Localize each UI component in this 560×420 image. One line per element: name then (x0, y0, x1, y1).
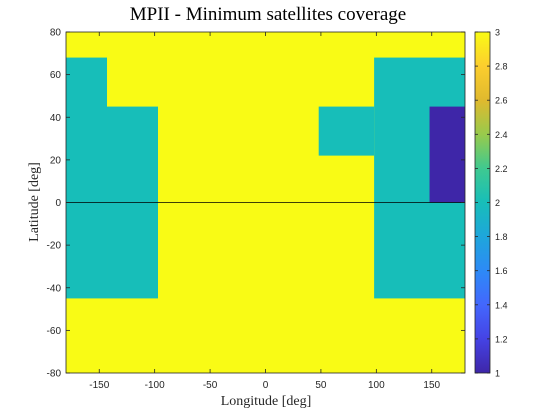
colorbar-tick-label: 2.4 (495, 130, 508, 140)
y-tick-label: -40 (47, 283, 62, 294)
x-tick-label: -150 (89, 380, 109, 391)
plot-area: -150 -100 -50 0 50 100 150 -80 -60 -40 -20 0 20 40 60… (47, 28, 466, 391)
colorbar-tick-label: 1.8 (495, 232, 508, 242)
colorbar-tick-label: 1.2 (495, 334, 508, 344)
y-tick-label: 20 (50, 155, 62, 166)
x-tick-label: 150 (423, 380, 440, 391)
colorbar: 1 1.2 1.4 1.6 1.8 2 2.2 2.4 2.6 2.8 3 (474, 28, 508, 379)
colorbar-tick-label: 2.2 (495, 164, 508, 174)
x-tick-label: 0 (263, 380, 269, 391)
colorbar-tick-label: 2 (495, 198, 500, 208)
x-tick-label: 50 (315, 380, 327, 391)
y-axis-ticks: -80 -60 -40 -20 0 20 40 60 80 (47, 28, 465, 380)
y-tick-label: 40 (50, 113, 62, 124)
colorbar-tick-label: 1.4 (495, 300, 508, 310)
coverage-region-4 (429, 106, 465, 203)
y-tick-label: -20 (47, 241, 62, 252)
colorbar-tick-label: 1 (495, 369, 500, 379)
x-tick-label: 100 (368, 380, 385, 391)
coverage-region-2 (318, 106, 375, 156)
x-tick-label: -50 (203, 380, 218, 391)
y-tick-label: -60 (47, 326, 62, 337)
y-tick-label: 0 (55, 198, 61, 209)
y-tick-label: -80 (47, 369, 62, 380)
colorbar-tick-label: 2.6 (495, 96, 508, 106)
colorbar-ticks: 1 1.2 1.4 1.6 1.8 2 2.2 2.4 2.6 2.8 3 (475, 28, 508, 379)
y-axis-label: Latitude [deg] (27, 162, 42, 242)
colorbar-tick-label: 2.8 (495, 62, 508, 72)
coverage-region-0 (66, 57, 108, 299)
chart-title: MPII - Minimum satellites coverage (130, 4, 407, 25)
y-tick-label: 80 (50, 28, 62, 39)
y-tick-label: 60 (50, 70, 62, 81)
x-axis-label: Longitude [deg] (221, 394, 312, 409)
colorbar-tick-label: 3 (495, 28, 500, 38)
colorbar-tick-label: 1.6 (495, 266, 508, 276)
coverage-regions (66, 57, 465, 299)
x-tick-label: -100 (145, 380, 165, 391)
x-axis-ticks: -150 -100 -50 0 50 100 150 (89, 32, 441, 391)
